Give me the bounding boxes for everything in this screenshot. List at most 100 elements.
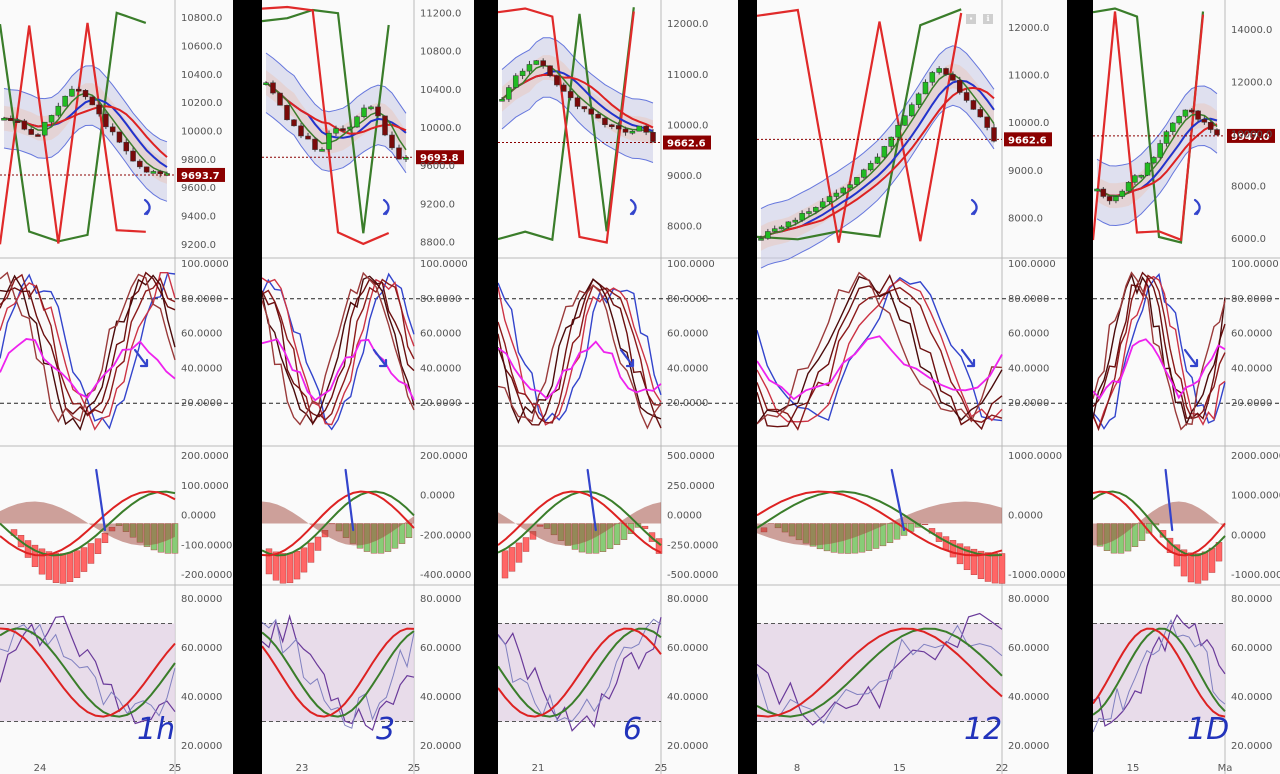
rsi-line bbox=[1093, 627, 1226, 718]
stoch-line bbox=[1093, 273, 1226, 430]
macd-axis-label: -250.0000 bbox=[667, 540, 718, 551]
timeframe-label: 1D bbox=[1187, 712, 1230, 747]
stoch-axis-label: 80.0000 bbox=[181, 294, 222, 305]
chart-svg: 9693.7 10800.0 10600.0 10400.0 10200.0 10000.… bbox=[0, 0, 233, 774]
macd-histogram-bar bbox=[655, 538, 663, 554]
bollinger-lower-line bbox=[265, 112, 407, 174]
rsi-band bbox=[1093, 623, 1225, 722]
macd-axis-label: 0.0000 bbox=[667, 511, 702, 522]
zigzag-green-line bbox=[757, 8, 962, 241]
rsi-axis-label: 60.0000 bbox=[420, 643, 461, 654]
annotation-arrow bbox=[1183, 348, 1199, 368]
candle-body bbox=[915, 93, 922, 105]
rsi-axis-label: 60.0000 bbox=[1008, 643, 1049, 654]
candle-body bbox=[1138, 174, 1144, 178]
candle-body bbox=[847, 184, 853, 189]
macd-axis-label: -500.0000 bbox=[667, 570, 718, 581]
rsi-band bbox=[0, 623, 175, 722]
candle-body bbox=[1188, 109, 1195, 113]
candle-body bbox=[785, 221, 792, 228]
macd-line bbox=[757, 490, 1003, 557]
stoch-line bbox=[0, 271, 176, 423]
candle-body bbox=[340, 128, 346, 131]
candle-body bbox=[909, 104, 915, 117]
macd-axis-label: -200.0000 bbox=[420, 530, 471, 541]
stoch-line bbox=[1093, 272, 1226, 427]
last-price-tag: 9662.6 bbox=[1004, 132, 1052, 147]
chart-column-3: 9693.8 11200.0 10800.0 10400.0 10000.0 9600.0… bbox=[262, 0, 474, 774]
stoch-axis-label: 80.0000 bbox=[667, 294, 708, 305]
last-price-value: 9662.6 bbox=[667, 139, 706, 150]
price-axis-label: 10000.0 bbox=[667, 120, 708, 131]
price-axis-label: 8800.0 bbox=[420, 237, 455, 248]
annotation-slash bbox=[95, 468, 107, 532]
candle-body bbox=[643, 125, 649, 133]
candle-body bbox=[103, 113, 109, 128]
rsi-line bbox=[262, 614, 415, 731]
candle-body bbox=[55, 105, 62, 116]
stoch-line bbox=[757, 274, 1003, 431]
price-axis-label: 14000.0 bbox=[1231, 25, 1272, 36]
candle-body bbox=[936, 68, 942, 73]
stoch-axis-label: 80.0000 bbox=[420, 294, 461, 305]
chart-info-icon[interactable]: ℹ bbox=[983, 14, 993, 24]
stoch-axis-label: 20.0000 bbox=[181, 398, 222, 409]
price-axis-label: 10600.0 bbox=[181, 42, 222, 53]
rsi-line bbox=[498, 618, 662, 722]
price-axis-label: 6000.0 bbox=[1231, 234, 1266, 245]
candle-body bbox=[333, 128, 339, 134]
timeframe-label: 3 bbox=[376, 712, 396, 747]
stoch-line bbox=[498, 278, 662, 425]
stoch-axis-label: 60.0000 bbox=[420, 329, 461, 340]
stoch-line bbox=[757, 271, 1003, 425]
candle-body bbox=[82, 90, 89, 98]
envelope-fill bbox=[1097, 103, 1217, 209]
candle-body bbox=[14, 120, 21, 123]
candle-body bbox=[554, 75, 560, 86]
date-axis-label: 23 bbox=[296, 763, 309, 774]
last-price-tag-bg bbox=[416, 150, 464, 165]
macd-line bbox=[0, 490, 176, 557]
stoch-line bbox=[1093, 271, 1226, 431]
candle-body bbox=[1, 117, 7, 121]
price-axis-label: 9200.0 bbox=[181, 240, 216, 251]
chart-column-6: 9662.6 12000.0 11000.0 10000.0 9000.0 8000.0 1… bbox=[498, 0, 738, 774]
price-axis-label: 11200.0 bbox=[420, 9, 461, 20]
annotation-arrow bbox=[629, 198, 637, 216]
candle-body bbox=[75, 88, 82, 92]
date-axis-label: 24 bbox=[34, 763, 47, 774]
candle-body bbox=[1100, 188, 1107, 197]
chart-svg: 9662.6 12000.0 11000.0 10000.0 9000.0 8000.0 1… bbox=[498, 0, 738, 774]
macd-axis-label: 0.0000 bbox=[420, 491, 455, 502]
rsi-line bbox=[262, 630, 415, 718]
date-axis-label: 25 bbox=[169, 763, 182, 774]
candle-body bbox=[263, 82, 269, 85]
macd-histogram-bar bbox=[522, 537, 530, 552]
stoch-axis-label: 40.0000 bbox=[420, 363, 461, 374]
stoch-line bbox=[757, 275, 1003, 425]
rsi-axis-label: 20.0000 bbox=[181, 741, 222, 752]
last-price-tag-bg bbox=[1227, 128, 1275, 143]
macd-histogram-bar bbox=[1194, 553, 1202, 584]
candle-body bbox=[819, 201, 826, 208]
macd-axis-label: 1000.0000 bbox=[1008, 451, 1062, 462]
candle-body bbox=[512, 75, 519, 88]
zigzag-red-line bbox=[498, 7, 635, 244]
macd-histogram-bar bbox=[24, 540, 32, 558]
candle-body bbox=[778, 226, 785, 230]
stoch-line bbox=[0, 271, 176, 416]
last-price-value: 9947.0 bbox=[1231, 132, 1270, 143]
macd-histogram-bar bbox=[398, 523, 406, 544]
stoch-magenta-line bbox=[757, 335, 1003, 401]
annotation-arrow bbox=[133, 348, 149, 368]
candle-body bbox=[540, 60, 546, 66]
stoch-axis-label: 20.0000 bbox=[1231, 398, 1272, 409]
macd-histogram-bar bbox=[977, 550, 985, 579]
rsi-axis-label: 20.0000 bbox=[420, 741, 461, 752]
stoch-line bbox=[0, 274, 176, 431]
candle-body bbox=[96, 104, 102, 115]
chart-options-icon[interactable]: ▪ bbox=[966, 14, 976, 24]
stoch-line bbox=[757, 286, 1003, 431]
macd-histogram-bar bbox=[80, 547, 88, 572]
candle-body bbox=[89, 96, 96, 106]
